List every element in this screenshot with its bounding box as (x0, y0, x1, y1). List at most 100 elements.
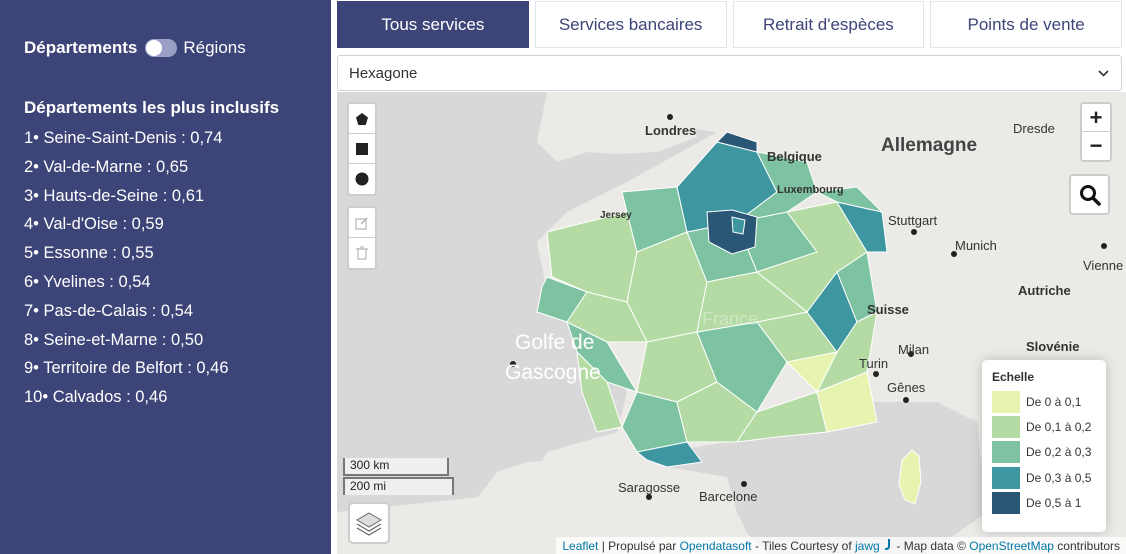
tab-retrait-especes[interactable]: Retrait d'espèces (732, 1, 925, 48)
square-icon (356, 142, 368, 155)
label-france: France (702, 309, 758, 329)
level-toggle[interactable]: Départements Régions (24, 34, 331, 62)
legend-item: De 0,1 à 0,2 (992, 414, 1096, 439)
legend-item: De 0,3 à 0,5 (992, 465, 1096, 490)
label-stuttgart: Stuttgart (888, 213, 938, 228)
legend-label: De 0,5 à 1 (1026, 496, 1082, 511)
zoom-out-button[interactable]: − (1089, 133, 1103, 158)
scale-km: 300 km (343, 458, 449, 476)
label-slovenie: Slovénie (1026, 339, 1079, 354)
draw-circle-button[interactable] (349, 164, 375, 194)
label-dresde: Dresde (1013, 121, 1055, 136)
label-vienne: Vienne (1083, 258, 1123, 273)
edit-toolbar (347, 206, 377, 270)
toggle-label-departements: Départements (24, 38, 138, 57)
switch-knob (146, 40, 163, 56)
draw-rectangle-button[interactable] (349, 134, 375, 164)
attribution-text: contributors (1053, 539, 1120, 553)
ranking-item: 7• Pas-de-Calais : 0,54 (24, 301, 194, 320)
trash-icon (356, 246, 368, 260)
edit-icon (355, 216, 368, 230)
legend-label: De 0,3 à 0,5 (1026, 470, 1092, 485)
territory-select-value: Hexagone (349, 64, 418, 82)
search-icon (1079, 184, 1101, 206)
ranking-item: 2• Val-de-Marne : 0,65 (24, 157, 189, 176)
map-attribution: Leaflet | Propulsé par Opendatasoft - Ti… (556, 537, 1126, 554)
sidebar: Départements Régions Départements les pl… (0, 0, 331, 554)
legend-swatch (992, 466, 1020, 489)
opendatasoft-link[interactable]: Opendatasoft (679, 539, 752, 553)
tab-services-bancaires[interactable]: Services bancaires (534, 1, 727, 48)
map-container[interactable]: Londres Belgique Luxembourg Allemagne Dr… (337, 92, 1126, 554)
tab-tous-services[interactable]: Tous services (337, 1, 529, 48)
attribution-text: - Tiles Courtesy of (751, 539, 855, 553)
ranking-item: 1• Seine-Saint-Denis : 0,74 (24, 129, 223, 147)
legend-swatch (992, 492, 1020, 515)
label-saragosse: Saragosse (618, 480, 680, 495)
layers-button[interactable] (348, 502, 390, 544)
map-canvas: Londres Belgique Luxembourg Allemagne Dr… (337, 92, 1126, 554)
label-munich: Munich (955, 238, 997, 253)
label-allemagne: Allemagne (881, 135, 977, 156)
draw-toolbar (347, 102, 377, 196)
territory-select[interactable]: Hexagone (337, 55, 1122, 91)
ranking-item: 10• Calvados : 0,46 (24, 388, 168, 407)
ranking-item: 8• Seine-et-Marne : 0,50 (24, 330, 204, 349)
zoom-in-button[interactable]: + (1082, 104, 1110, 132)
leaflet-link[interactable]: Leaflet (562, 539, 599, 553)
map-legend: Echelle De 0 à 0,1 De 0,1 à 0,2 De 0,2 à… (982, 360, 1106, 532)
label-barcelone: Barcelone (699, 489, 758, 504)
draw-polygon-button[interactable] (349, 104, 375, 134)
city-markers (510, 114, 1107, 500)
ranking-item: 3• Hauts-de-Seine : 0,61 (24, 186, 205, 205)
label-turin: Turin (859, 356, 888, 371)
legend-label: De 0 à 0,1 (1026, 394, 1082, 409)
label-autriche: Autriche (1018, 283, 1071, 298)
label-genes: Gênes (887, 380, 926, 395)
label-golfe-de: Golfe de (515, 331, 594, 354)
legend-swatch (992, 390, 1020, 413)
toggle-label-regions: Régions (183, 38, 246, 57)
level-switch[interactable] (145, 39, 178, 57)
label-suisse: Suisse (867, 302, 909, 317)
service-tabs: Tous services Services bancaires Retrait… (337, 1, 1122, 48)
legend-item: De 0,2 à 0,3 (992, 440, 1096, 465)
map-labels: Londres Belgique Luxembourg Allemagne Dr… (505, 121, 1123, 504)
ranking-item: 9• Territoire de Belfort : 0,46 (24, 359, 229, 378)
ranking-item: 4• Val-d'Oise : 0,59 (24, 215, 164, 234)
jawg-logo-icon (883, 539, 893, 553)
chevron-down-icon (1098, 66, 1109, 80)
attribution-text: - Map data © (893, 539, 970, 553)
pentagon-icon (356, 112, 368, 125)
circle-icon (355, 172, 369, 186)
label-luxembourg: Luxembourg (777, 184, 844, 196)
scale-bar: 300 km 200 mi (343, 458, 454, 495)
legend-item: De 0 à 0,1 (992, 389, 1096, 414)
ranking-list: 1• Seine-Saint-Denis : 0,74 2• Val-de-Ma… (24, 124, 331, 412)
legend-label: De 0,2 à 0,3 (1026, 445, 1092, 460)
layers-icon (356, 512, 382, 536)
edit-button[interactable] (349, 208, 375, 238)
zoom-control: + − (1080, 102, 1112, 162)
delete-button[interactable] (349, 238, 375, 268)
legend-label: De 0,1 à 0,2 (1026, 420, 1092, 435)
france-departments (536, 131, 888, 468)
jawg-link[interactable]: jawg (855, 539, 880, 553)
legend-swatch (992, 416, 1020, 439)
osm-link[interactable]: OpenStreetMap (969, 539, 1054, 553)
tab-points-de-vente[interactable]: Points de vente (930, 1, 1122, 48)
legend-item: De 0,5 à 1 (992, 491, 1096, 516)
ranking-heading: Départements les plus inclusifs (24, 98, 280, 117)
map-search-button[interactable] (1069, 174, 1110, 215)
scale-mi: 200 mi (343, 477, 454, 495)
label-jersey: Jersey (600, 210, 632, 221)
label-milan: Milan (898, 342, 929, 357)
label-gascogne: Gascogne (505, 361, 601, 384)
label-belgique: Belgique (767, 149, 822, 164)
ranking-item: 5• Essonne : 0,55 (24, 244, 154, 263)
attribution-text: | Propulsé par (598, 539, 680, 553)
label-londres: Londres (645, 123, 696, 138)
legend-swatch (992, 441, 1020, 464)
legend-title: Echelle (992, 370, 1035, 384)
ranking-item: 6• Yvelines : 0,54 (24, 272, 151, 291)
